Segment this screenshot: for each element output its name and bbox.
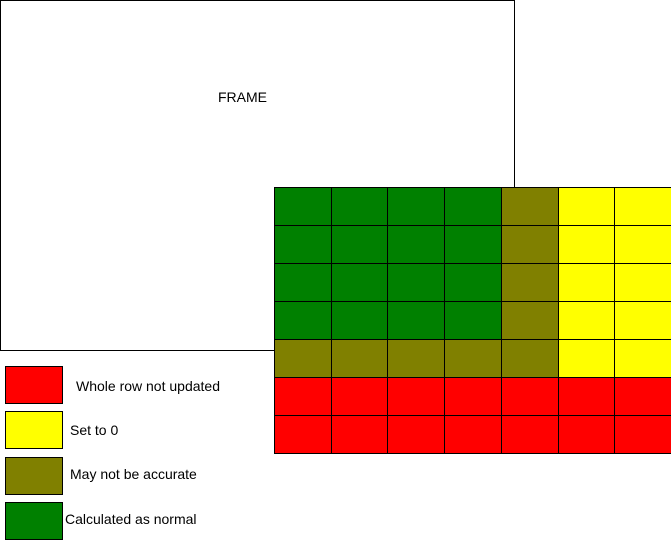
- grid-cell-red: [444, 415, 502, 454]
- grid-cell-olive: [331, 339, 388, 378]
- grid-cell-green: [387, 225, 445, 264]
- grid-cell-yellow: [558, 225, 615, 264]
- frame-box: FRAME: [0, 0, 515, 351]
- grid-cell-olive: [501, 339, 559, 378]
- grid-cell-green: [387, 263, 445, 302]
- legend-label-olive: May not be accurate: [70, 466, 197, 482]
- grid-cell-red: [331, 377, 388, 416]
- grid-cell-red: [387, 377, 445, 416]
- grid-cell-green: [387, 187, 445, 226]
- grid-cell-red: [274, 377, 332, 416]
- grid-cell-green: [274, 301, 332, 340]
- grid-cell-olive: [444, 339, 502, 378]
- grid-cell-yellow: [614, 339, 671, 378]
- grid-cell-green: [444, 301, 502, 340]
- grid-cell-green: [331, 225, 388, 264]
- grid-cell-olive: [501, 225, 559, 264]
- grid-cell-yellow: [558, 263, 615, 302]
- legend-label-yellow: Set to 0: [70, 422, 119, 438]
- grid-cell-yellow: [614, 225, 671, 264]
- grid-cell-olive: [501, 187, 559, 226]
- grid-cell-green: [274, 225, 332, 264]
- grid-cell-red: [444, 377, 502, 416]
- grid-cell-red: [501, 377, 559, 416]
- grid-cell-yellow: [614, 263, 671, 302]
- grid-cell-yellow: [558, 339, 615, 378]
- grid-cell-red: [614, 415, 671, 454]
- grid-cell-olive: [274, 339, 332, 378]
- grid-cell-red: [558, 415, 615, 454]
- grid-cell-red: [274, 415, 332, 454]
- grid-cell-green: [331, 263, 388, 302]
- grid-cell-red: [614, 377, 671, 416]
- legend-swatch-red: [5, 366, 63, 404]
- grid-cell-green: [274, 263, 332, 302]
- legend-swatch-green: [5, 502, 63, 540]
- grid-cell-olive: [501, 301, 559, 340]
- legend-swatch-yellow: [5, 411, 63, 449]
- grid-cell-green: [444, 263, 502, 302]
- cell-grid: [274, 187, 671, 454]
- grid-cell-green: [387, 301, 445, 340]
- grid-cell-yellow: [558, 301, 615, 340]
- legend-swatch-olive: [5, 457, 63, 495]
- grid-cell-red: [501, 415, 559, 454]
- grid-cell-olive: [501, 263, 559, 302]
- grid-cell-olive: [387, 339, 445, 378]
- grid-cell-green: [274, 187, 332, 226]
- grid-cell-red: [387, 415, 445, 454]
- grid-cell-yellow: [614, 301, 671, 340]
- grid-cell-red: [558, 377, 615, 416]
- grid-cell-yellow: [614, 187, 671, 226]
- grid-cell-green: [444, 187, 502, 226]
- grid-cell-green: [444, 225, 502, 264]
- grid-cell-green: [331, 187, 388, 226]
- grid-cell-green: [331, 301, 388, 340]
- legend-label-green: Calculated as normal: [65, 511, 197, 527]
- grid-cell-red: [331, 415, 388, 454]
- frame-label: FRAME: [218, 89, 267, 105]
- grid-cell-yellow: [558, 187, 615, 226]
- legend-label-red: Whole row not updated: [76, 378, 220, 394]
